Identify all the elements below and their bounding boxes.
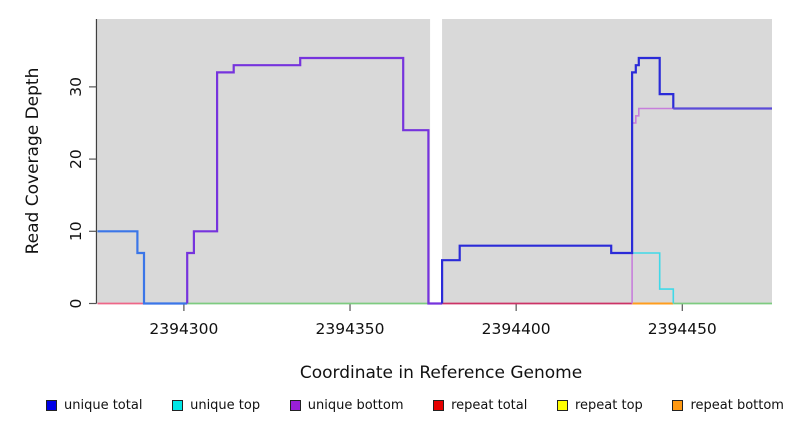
series-line-unique-total-right [441, 56, 675, 304]
legend-label: repeat top [575, 398, 643, 413]
series-line-unique-bottom-left [186, 56, 443, 305]
x-tick-label: 2394450 [648, 320, 717, 338]
legend-item-unique-bottom: unique bottom [289, 398, 404, 413]
legend-label: unique bottom [307, 398, 404, 413]
legend-swatch-icon [557, 400, 568, 411]
y-tick-label: 30 [67, 77, 85, 97]
y-tick-label: 20 [67, 149, 85, 169]
legend-swatch-icon [46, 400, 57, 411]
legend-label: unique top [190, 398, 261, 413]
legend-item-repeat-top: repeat top [557, 398, 643, 413]
legend-swatch-icon [289, 400, 301, 411]
x-tick-label: 2394350 [316, 320, 385, 338]
x-axis-title: Coordinate in Reference Genome [300, 363, 582, 383]
legend-item-unique-top: unique top [172, 398, 260, 413]
series-line-unique-total-left [97, 230, 188, 305]
legend-item-repeat-total: repeat total [433, 398, 527, 413]
y-tick-label: 10 [67, 221, 85, 241]
x-tick-label: 2394300 [149, 320, 218, 338]
legend-label: repeat bottom [690, 398, 784, 413]
legend-swatch-icon [172, 400, 184, 411]
x-tick-label: 2394400 [482, 320, 551, 338]
legend-label: unique total [64, 398, 143, 413]
coverage-plot: 2394300 2394350 2394400 2394450 0 10 20 30 Coor… [23, 19, 772, 383]
legend-swatch-icon [672, 400, 684, 411]
coverage-gap-band [430, 19, 443, 304]
y-tick-label: 0 [67, 299, 85, 309]
y-axis-title: Read Coverage Depth [23, 68, 43, 255]
legend-item-unique-total: unique total [46, 398, 142, 413]
legend-swatch-icon [433, 400, 445, 411]
series-line-unique-top-right [632, 252, 675, 304]
legend: unique total unique top unique bottom repea… [46, 398, 784, 413]
legend-label: repeat total [451, 398, 528, 413]
legend-item-repeat-bottom: repeat bottom [672, 398, 784, 413]
